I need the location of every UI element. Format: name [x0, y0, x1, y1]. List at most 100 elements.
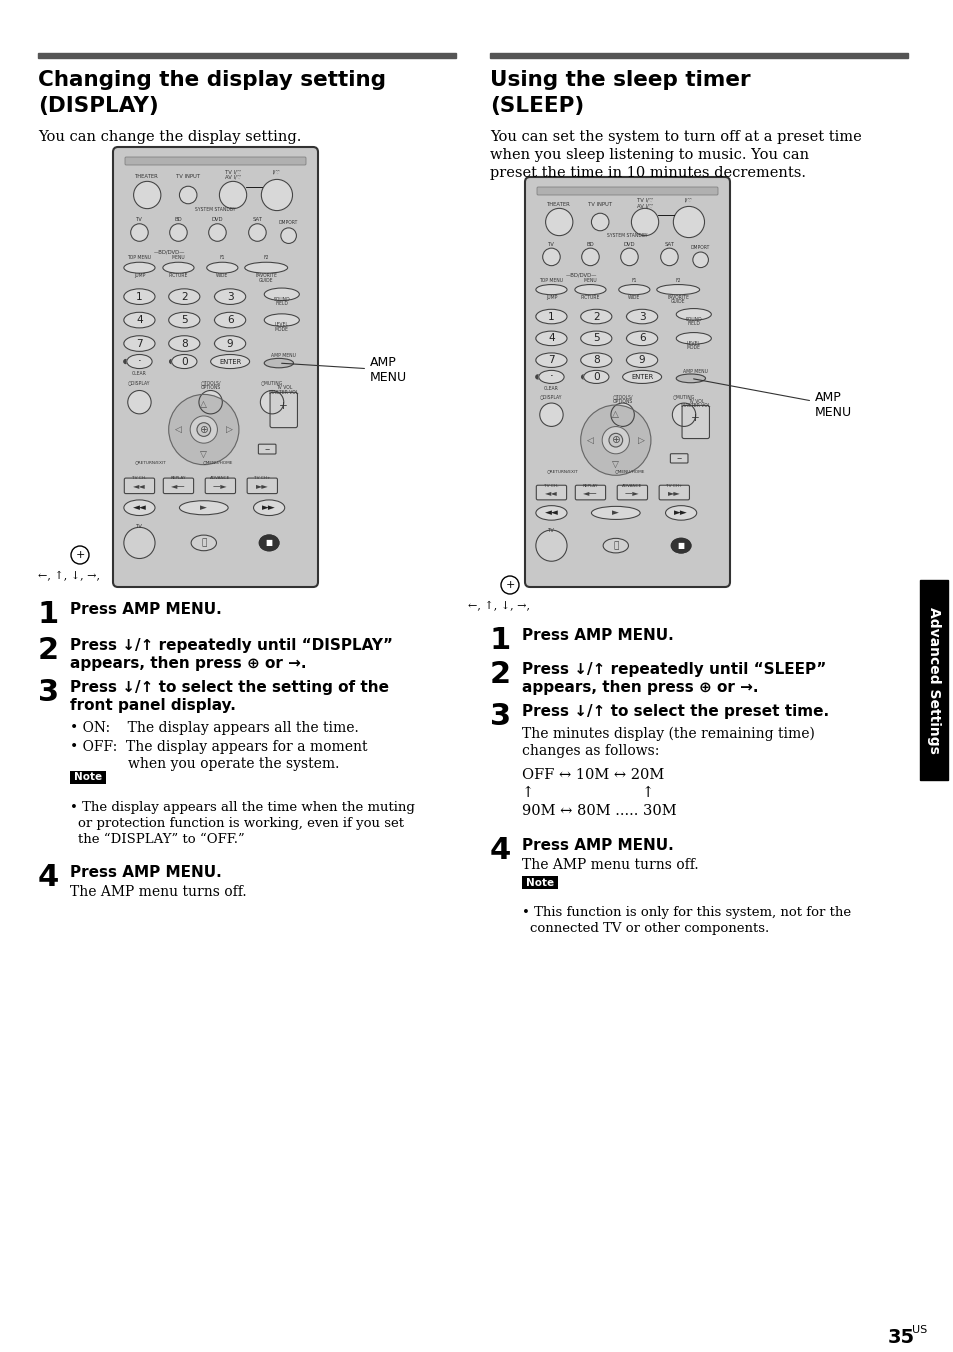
Circle shape	[610, 403, 634, 426]
Bar	[919, 580, 947, 780]
Text: ◄◄: ◄◄	[132, 481, 146, 491]
Text: ○MENU/HOME: ○MENU/HOME	[203, 461, 233, 465]
Text: 9: 9	[227, 338, 233, 349]
Text: BD: BD	[174, 216, 182, 222]
Text: 3: 3	[639, 311, 645, 322]
Ellipse shape	[580, 331, 611, 346]
Text: 8: 8	[181, 338, 188, 349]
Ellipse shape	[253, 500, 284, 515]
Ellipse shape	[583, 370, 608, 384]
Ellipse shape	[259, 535, 278, 550]
Circle shape	[124, 295, 128, 299]
Ellipse shape	[179, 500, 228, 515]
Text: FIELD: FIELD	[275, 301, 288, 307]
Text: ►►: ►►	[674, 508, 687, 518]
Text: ►: ►	[200, 503, 207, 512]
Text: TV: TV	[547, 529, 555, 533]
Ellipse shape	[169, 289, 200, 304]
FancyBboxPatch shape	[70, 771, 106, 784]
Text: ○MUTING: ○MUTING	[672, 395, 695, 399]
Text: 7: 7	[548, 356, 555, 365]
Ellipse shape	[626, 353, 657, 368]
Circle shape	[626, 337, 630, 341]
Text: TV INPUT: TV INPUT	[176, 174, 200, 178]
Circle shape	[580, 358, 584, 362]
Text: AMP
MENU: AMP MENU	[281, 356, 407, 384]
FancyBboxPatch shape	[575, 485, 605, 500]
Text: CLEAR: CLEAR	[543, 385, 558, 391]
Text: MASTER VOL: MASTER VOL	[269, 389, 298, 395]
Text: 2: 2	[181, 292, 188, 301]
Text: ■: ■	[265, 538, 273, 548]
Text: The minutes display (the remaining time): The minutes display (the remaining time)	[521, 727, 814, 741]
Text: ⏸: ⏸	[201, 538, 206, 548]
Text: 3: 3	[38, 677, 59, 707]
Text: changes as follows:: changes as follows:	[521, 744, 659, 758]
Circle shape	[673, 207, 703, 238]
FancyBboxPatch shape	[112, 147, 317, 587]
Text: ►►: ►►	[255, 481, 269, 491]
Text: ◄—: ◄—	[582, 488, 598, 498]
Text: AMP
MENU: AMP MENU	[693, 379, 851, 419]
Ellipse shape	[172, 354, 196, 369]
Text: SAT: SAT	[663, 242, 674, 247]
Text: GUIDE: GUIDE	[258, 279, 274, 283]
Text: LEVEL: LEVEL	[274, 322, 289, 327]
Text: Note: Note	[74, 772, 102, 783]
Circle shape	[124, 342, 128, 346]
Circle shape	[170, 223, 187, 241]
Text: Press AMP MENU.: Press AMP MENU.	[521, 627, 673, 644]
Text: ○TOOLS/: ○TOOLS/	[612, 395, 632, 399]
Circle shape	[591, 214, 608, 231]
Text: MODE: MODE	[274, 327, 289, 333]
Ellipse shape	[191, 535, 216, 550]
FancyBboxPatch shape	[670, 454, 687, 462]
Text: ◄◄: ◄◄	[544, 488, 558, 498]
Text: 0: 0	[593, 372, 599, 381]
Text: (DISPLAY): (DISPLAY)	[38, 96, 158, 116]
FancyBboxPatch shape	[659, 485, 689, 500]
Ellipse shape	[163, 262, 193, 273]
Ellipse shape	[676, 333, 711, 345]
Circle shape	[209, 223, 226, 241]
Text: ○TOOLS/: ○TOOLS/	[200, 380, 221, 385]
Circle shape	[169, 318, 172, 322]
Text: ·: ·	[137, 356, 141, 368]
Text: ENTER: ENTER	[219, 358, 241, 365]
Text: ▷: ▷	[637, 435, 644, 445]
Ellipse shape	[536, 310, 566, 324]
Text: SYSTEM STANDBY: SYSTEM STANDBY	[195, 207, 235, 212]
Text: Press ↓/↑ repeatedly until “DISPLAY”: Press ↓/↑ repeatedly until “DISPLAY”	[70, 638, 393, 653]
Text: TV I/♡: TV I/♡	[637, 197, 653, 203]
Text: appears, then press ⊕ or →.: appears, then press ⊕ or →.	[521, 680, 758, 695]
Text: ○RETURN/EXIT: ○RETURN/EXIT	[134, 461, 166, 465]
Ellipse shape	[580, 310, 611, 324]
Text: –: –	[676, 453, 681, 464]
Text: the “DISPLAY” to “OFF.”: the “DISPLAY” to “OFF.”	[78, 833, 245, 846]
Text: • OFF:  The display appears for a moment: • OFF: The display appears for a moment	[70, 740, 367, 754]
Text: ⊕: ⊕	[611, 435, 619, 445]
Text: You can set the system to turn off at a preset time: You can set the system to turn off at a …	[490, 130, 861, 145]
Text: CLEAR: CLEAR	[132, 370, 147, 376]
Text: TV I/♡: TV I/♡	[225, 169, 241, 174]
Text: 4: 4	[136, 315, 143, 324]
Ellipse shape	[211, 354, 250, 369]
Text: △: △	[200, 400, 207, 408]
Text: ○MENU/HOME: ○MENU/HOME	[615, 469, 645, 473]
Circle shape	[542, 249, 559, 266]
Text: OPTIONS: OPTIONS	[200, 385, 220, 389]
Text: 8: 8	[593, 356, 599, 365]
Circle shape	[124, 318, 128, 322]
Circle shape	[539, 403, 562, 426]
Text: ←, ↑, ↓, →,: ←, ↑, ↓, →,	[468, 600, 530, 610]
Ellipse shape	[602, 538, 628, 553]
Text: ◁: ◁	[174, 425, 182, 434]
Text: ◄◄: ◄◄	[132, 503, 146, 512]
Text: FIELD: FIELD	[687, 320, 700, 326]
Text: TV CH+: TV CH+	[253, 476, 271, 480]
Text: DVD: DVD	[623, 242, 635, 247]
Circle shape	[280, 228, 296, 243]
Ellipse shape	[124, 262, 155, 273]
Text: I/♡: I/♡	[273, 169, 280, 174]
Text: SOUND: SOUND	[274, 296, 290, 301]
